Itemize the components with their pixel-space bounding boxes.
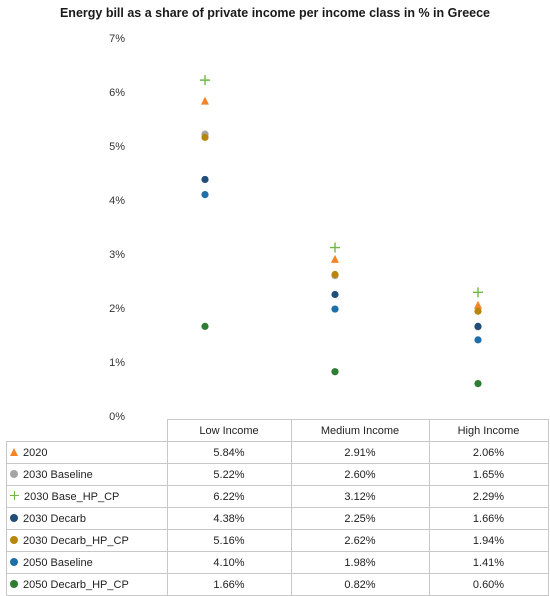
data-point-triangle	[331, 254, 339, 263]
table-cell-value: 3.12%	[290, 485, 430, 508]
series-name: 2030 Baseline	[23, 468, 93, 481]
legend-plus-icon	[10, 491, 19, 501]
y-tick-label: 4%	[109, 195, 125, 207]
table-cell-value: 1.66%	[166, 573, 292, 596]
data-point-plus	[200, 75, 210, 86]
table-row: 2030 Base_HP_CP 6.22% 3.12% 2.29%	[6, 485, 549, 508]
y-tick-label: 6%	[109, 87, 125, 99]
y-tick-label: 3%	[109, 249, 125, 261]
row-label: 2030 Baseline	[6, 463, 168, 486]
table-cell-value: 2.06%	[428, 441, 549, 464]
table-row: 2030 Decarb 4.38% 2.25% 1.66%	[6, 507, 549, 530]
column-header: Low Income	[166, 419, 292, 442]
data-point-circle	[331, 368, 339, 376]
table-cell-value: 5.22%	[166, 463, 292, 486]
legend-circle-icon	[10, 557, 18, 566]
table-row: 2030 Baseline 5.22% 2.60% 1.65%	[6, 463, 549, 486]
data-point-circle	[331, 290, 339, 299]
series-name: 2020	[23, 446, 48, 459]
table-cell-value: 2.60%	[290, 463, 430, 486]
scatter-plot: 0% 1% 2% 3% 4% 5% 6% 7%	[109, 33, 483, 420]
table-cell-value: 2.91%	[290, 441, 430, 464]
row-label: 2020	[6, 441, 168, 464]
column-header: High Income	[428, 419, 549, 442]
series-name: 2050 Decarb_HP_CP	[23, 578, 129, 591]
table-cell-value: 5.84%	[166, 441, 292, 464]
y-tick-label: 0%	[109, 411, 125, 420]
data-point-plus	[330, 242, 340, 253]
table-cell-value: 2.25%	[290, 507, 430, 530]
data-markers	[200, 75, 483, 388]
table-cell-value: 2.62%	[290, 529, 430, 552]
legend-circle-icon	[10, 513, 18, 522]
data-point-circle	[474, 307, 482, 315]
data-point-triangle	[201, 96, 209, 105]
data-point-circle	[201, 175, 209, 184]
series-name: 2050 Baseline	[23, 556, 93, 569]
legend-circle-icon	[10, 579, 18, 588]
table-row: 2050 Baseline 4.10% 1.98% 1.41%	[6, 551, 549, 574]
table-cell-value: 4.38%	[166, 507, 292, 530]
data-table: Low Income Medium Income High Income 202…	[6, 419, 549, 596]
table-row: 2020 5.84% 2.91% 2.06%	[6, 441, 549, 464]
table-cell-value: 1.94%	[428, 529, 549, 552]
data-point-circle	[474, 336, 482, 344]
table-cell-value: 5.16%	[166, 529, 292, 552]
table-row: 2030 Decarb_HP_CP 5.16% 2.62% 1.94%	[6, 529, 549, 552]
row-label: 2030 Base_HP_CP	[6, 485, 168, 508]
table-corner	[6, 419, 168, 442]
y-tick-label: 1%	[109, 357, 125, 369]
legend-triangle-icon	[10, 447, 18, 456]
row-label: 2030 Decarb_HP_CP	[6, 529, 168, 552]
table-row: 2050 Decarb_HP_CP 1.66% 0.82% 0.60%	[6, 573, 549, 596]
y-tick-label: 7%	[109, 33, 125, 45]
table-cell-value: 2.29%	[428, 485, 549, 508]
table-header-row: Low Income Medium Income High Income	[6, 419, 549, 442]
data-point-circle	[331, 305, 339, 313]
table-cell-value: 1.98%	[290, 551, 430, 574]
legend-circle-icon	[10, 535, 18, 544]
data-point-triangle	[474, 300, 482, 309]
data-point-circle	[201, 191, 209, 199]
series-name: 2030 Base_HP_CP	[24, 490, 120, 503]
y-tick-label: 2%	[109, 303, 125, 315]
data-point-circle	[331, 270, 339, 279]
table-cell-value: 4.10%	[166, 551, 292, 574]
table-body: 2020 5.84% 2.91% 2.06% 2030 Baseline 5.22% 2.6…	[6, 441, 549, 596]
table-cell-value: 1.41%	[428, 551, 549, 574]
column-header: Medium Income	[290, 419, 430, 442]
legend-circle-icon	[10, 469, 18, 478]
table-cell-value: 1.65%	[428, 463, 549, 486]
y-axis-ticks: 0% 1% 2% 3% 4% 5% 6% 7%	[109, 33, 125, 420]
table-cell-value: 0.60%	[428, 573, 549, 596]
data-point-circle	[201, 322, 209, 330]
data-point-circle	[201, 133, 209, 141]
data-point-plus	[473, 287, 483, 298]
row-label: 2050 Baseline	[6, 551, 168, 574]
series-name: 2030 Decarb_HP_CP	[23, 534, 129, 547]
row-label: 2030 Decarb	[6, 507, 168, 530]
chart-title: Energy bill as a share of private income…	[59, 6, 491, 20]
table-cell-value: 1.66%	[428, 507, 549, 530]
table-cell-value: 0.82%	[290, 573, 430, 596]
table-cell-value: 6.22%	[166, 485, 292, 508]
series-name: 2030 Decarb	[23, 512, 86, 525]
data-point-circle	[474, 380, 482, 388]
row-label: 2050 Decarb_HP_CP	[6, 573, 168, 596]
y-tick-label: 5%	[109, 141, 125, 153]
data-point-circle	[474, 322, 482, 330]
